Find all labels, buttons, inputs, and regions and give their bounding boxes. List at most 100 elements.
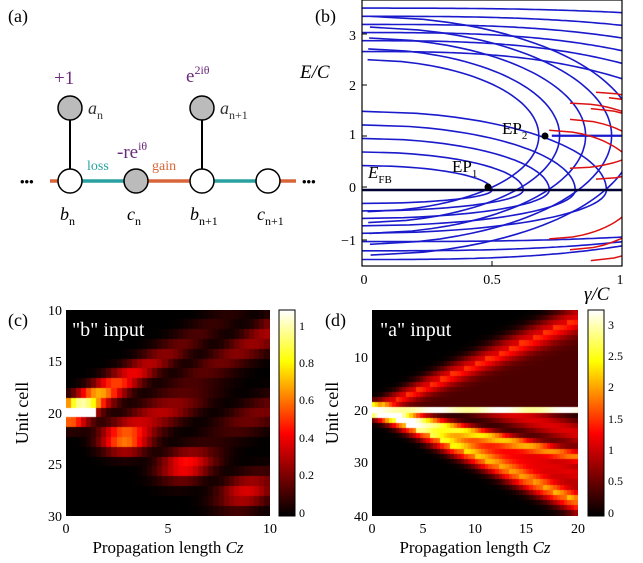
panel-d-colorbar-frame: [587, 309, 605, 517]
onsite-a-n1-label: e2iθ: [186, 63, 210, 87]
site-b-n1: [189, 168, 215, 194]
site-a-n1: [189, 95, 215, 121]
site-b-n: [57, 168, 83, 194]
d-xtick-15: 15: [519, 522, 533, 537]
xtick-0: 0: [361, 273, 368, 288]
xtick-1: 1: [617, 273, 624, 288]
c-cbar-1: 1: [299, 319, 305, 333]
panel-c-heatmap-panel: (c) "b" input 10 15 20 25 30 0 5 10 Unit…: [0, 300, 320, 563]
panel-b-label: (b): [315, 6, 336, 27]
c-ytick-25: 25: [48, 458, 62, 473]
loss-label: loss: [87, 159, 109, 174]
site-c-n-name: cn: [127, 204, 141, 228]
panel-d-colorbar: [588, 310, 604, 516]
loop-band-4: [370, 15, 622, 256]
panel-d-xticks: 0 5 10 15 20: [369, 522, 586, 537]
ellipsis-right: •••: [302, 174, 316, 189]
c-cbar-0: 0: [299, 506, 305, 520]
d-ytick-40: 40: [354, 510, 368, 525]
d-xtick-20: 20: [571, 522, 585, 537]
d-cbar-1: 1: [608, 443, 614, 457]
c-xtick-0: 0: [63, 522, 70, 537]
complex-band-0: [549, 129, 622, 240]
c-ytick-15: 15: [48, 355, 62, 370]
panel-c-heatmap: [66, 310, 270, 516]
c-ytick-10: 10: [48, 304, 62, 319]
c-xtick-10: 10: [263, 522, 277, 537]
panel-c-label: (c): [8, 310, 28, 331]
ytick-3: 3: [349, 29, 356, 44]
panel-d-svg: (d) "a" input 10 20 30 40 0 5 10 15 20 U…: [322, 309, 623, 557]
panel-d-yticks: 10 20 30 40: [354, 351, 368, 525]
panel-c-title: "b" input: [72, 319, 145, 341]
d-ytick-10: 10: [354, 351, 368, 366]
upper-band-3: [362, 31, 622, 52]
panel-b-xlabel: γ/C: [584, 284, 610, 305]
panel-d-title: "a" input: [380, 319, 452, 341]
ytick-0: 0: [349, 181, 356, 196]
panel-a-lattice-schematic: (a) ••• ••• +1 e2iθ -reiθ an an+1 bn cn …: [8, 6, 316, 228]
upper-band-0: [362, 7, 622, 14]
panel-d-heatmap-panel: (d) "a" input 10 20 30 40 0 5 10 15 20 U…: [320, 300, 643, 563]
c-ytick-30: 30: [48, 510, 62, 525]
d-cbar-3: 3: [608, 318, 614, 332]
onsite-a-n-label: +1: [54, 68, 74, 89]
panel-c-ylabel: Unit cell: [12, 382, 32, 444]
c-cbar-0.4: 0.4: [299, 431, 314, 445]
ellipsis-left: •••: [20, 174, 34, 189]
d-xtick-0: 0: [369, 522, 376, 537]
efb-label: EFB: [367, 163, 392, 186]
bottom-band-1: [362, 241, 622, 252]
ytick-m1: −1: [341, 234, 356, 249]
gain-label: gain: [152, 159, 176, 174]
panel-c-cbar-ticks: 1 0.8 0.6 0.4 0.2 0: [299, 319, 314, 520]
panel-a-label: (a): [8, 6, 28, 27]
site-a-n1-name: an+1: [220, 98, 248, 122]
c-cbar-0.8: 0.8: [299, 356, 314, 370]
c-cbar-0.6: 0.6: [299, 393, 314, 407]
loop-band-1: [368, 48, 561, 224]
d-xtick-5: 5: [420, 522, 427, 537]
ep2-marker: [541, 132, 549, 140]
onsite-c-n-label: -reiθ: [117, 139, 147, 163]
ep2-label: EP2: [502, 119, 527, 142]
site-c-n1-name: cn+1: [257, 204, 284, 228]
panel-c-colorbar: [279, 310, 295, 516]
d-cbar-1.5: 1.5: [608, 412, 623, 426]
d-cbar-2: 2: [608, 380, 614, 394]
xtick-0.5: 0.5: [483, 273, 501, 288]
ep1-marker: [484, 183, 492, 191]
d-xtick-10: 10: [468, 522, 482, 537]
site-a-n-name: an: [88, 98, 103, 122]
c-ytick-20: 20: [48, 407, 62, 422]
bottom-band-2: [362, 245, 622, 261]
panel-b-tickmarks: [362, 33, 493, 266]
panel-d-ylabel: Unit cell: [322, 382, 342, 444]
d-cbar-2.5: 2.5: [608, 349, 623, 363]
d-ytick-20: 20: [354, 404, 368, 419]
panel-b-spectrum-chart: (b) 3 2 1 0 −1 0 0.5 1 E/C γ/C EFB EP1 E…: [299, 0, 624, 305]
d-cbar-0: 0: [608, 506, 614, 520]
site-c-n1: [255, 168, 281, 194]
ep1-label: EP1: [452, 157, 477, 180]
panel-d-xlabel: Propagation length Cz: [399, 538, 550, 557]
band-curves: [362, 7, 622, 262]
panel-d-label: (d): [325, 310, 346, 331]
panel-b-xticks: 0 0.5 1: [361, 273, 624, 288]
c-cbar-0.2: 0.2: [299, 468, 314, 482]
panel-c-yticks: 10 15 20 25 30: [48, 304, 62, 525]
site-b-n-name: bn: [60, 204, 75, 228]
panel-c-xlabel: Propagation length Cz: [92, 538, 243, 557]
panel-c-xticks: 0 5 10: [63, 522, 278, 537]
panel-b-yticks: 3 2 1 0 −1: [341, 29, 356, 249]
bottom-band-0: [362, 236, 622, 243]
d-cbar-0.5: 0.5: [608, 474, 623, 488]
site-b-n1-name: bn+1: [190, 204, 218, 228]
upper-band-2: [362, 23, 622, 39]
panel-c-colorbar-frame: [278, 309, 296, 517]
complex-band-3: [608, 96, 622, 101]
site-a-n: [57, 95, 83, 121]
panel-d-cbar-ticks: 3 2.5 2 1.5 1 0.5 0: [608, 318, 623, 520]
d-ytick-30: 30: [354, 456, 368, 471]
c-xtick-5: 5: [165, 522, 172, 537]
